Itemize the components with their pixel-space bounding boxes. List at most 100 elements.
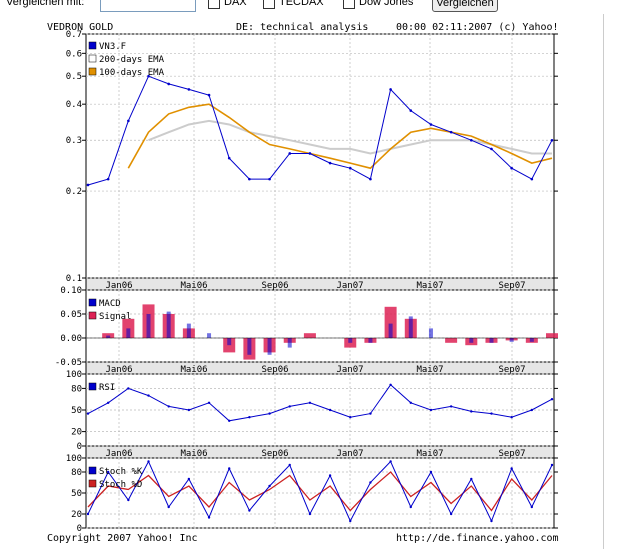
- macd-bar: [445, 338, 458, 343]
- dax-checkbox-label: DAX: [224, 0, 247, 8]
- rsi-point: [550, 398, 554, 401]
- legend-swatch-macd: [88, 298, 97, 307]
- y-tick-label: 0.3: [66, 136, 82, 146]
- y-tick-label: 0: [77, 524, 82, 534]
- price-point: [449, 130, 453, 134]
- x-tick-label: Mai06: [180, 449, 207, 459]
- x-tick-label: Mai07: [416, 281, 443, 291]
- rsi-point: [106, 401, 110, 404]
- price-point: [530, 177, 534, 181]
- series-ema200-line: [148, 119, 552, 155]
- rsi-point: [288, 405, 291, 408]
- rsi-point: [409, 401, 412, 404]
- stoch-legend: Stoch %K Stoch %D: [88, 466, 143, 490]
- dax-checkbox[interactable]: [208, 0, 220, 9]
- x-tick-label: Jan06: [105, 365, 132, 375]
- stoch-k-point: [167, 505, 170, 509]
- dowjones-checkbox[interactable]: [343, 0, 355, 9]
- signal-bar: [227, 338, 232, 346]
- x-axis-band-price: [85, 277, 555, 291]
- rsi-point: [510, 416, 513, 419]
- rsi-point: [530, 408, 534, 412]
- price-point: [207, 93, 211, 97]
- rsi-point: [187, 408, 191, 412]
- price-point: [187, 88, 191, 91]
- legend-swatch-signal: [88, 311, 97, 320]
- stoch-k-point: [349, 519, 352, 523]
- x-tick-label: Mai06: [180, 281, 207, 291]
- y-tick-label: 20: [71, 428, 82, 438]
- chart-timestamp: 00:00 02:11:2007 (c) Yahoo!: [396, 22, 559, 33]
- rsi-point: [86, 412, 90, 415]
- stoch-k-point: [207, 516, 211, 519]
- signal-bar: [287, 338, 292, 348]
- y-tick-label: 100: [66, 454, 82, 464]
- stoch-k-point: [429, 470, 433, 474]
- compare-button[interactable]: Vergleichen: [432, 0, 498, 12]
- x-tick-label: Jan07: [336, 449, 363, 459]
- signal-bar: [106, 335, 111, 338]
- price-point: [147, 74, 150, 78]
- stoch-k-point: [106, 470, 110, 474]
- x-axis-band-rsi: [85, 445, 555, 459]
- y-tick-label: 80: [71, 384, 82, 394]
- legend-swatch-stoch-d: [88, 479, 97, 488]
- signal-bar: [489, 338, 494, 343]
- price-point: [308, 152, 312, 155]
- stoch-k-point: [510, 467, 513, 470]
- signal-bar: [348, 338, 353, 343]
- x-tick-label: Jan07: [336, 281, 363, 291]
- tecdax-checkbox[interactable]: [263, 0, 275, 9]
- rsi-point: [248, 416, 251, 419]
- stoch-k-point: [550, 463, 554, 467]
- legend-stoch-k-label: Stoch %K: [99, 467, 143, 477]
- footer-copyright: Copyright 2007 Yahoo! Inc: [47, 533, 198, 544]
- signal-bar: [509, 338, 514, 342]
- panel-frame-macd: [85, 289, 555, 363]
- stoch-k-point: [530, 505, 534, 509]
- x-tick-label: Sep06: [261, 449, 288, 459]
- price-point: [106, 177, 110, 181]
- signal-bar: [207, 333, 212, 338]
- compare-toolbar: Vergleichen mit: DAX TECDAX Dow Jones Ve…: [0, 0, 625, 14]
- y-tick-label: 0.2: [66, 187, 82, 197]
- y-tick-label: 0.00: [60, 334, 82, 344]
- stoch-k-point: [308, 512, 312, 516]
- price-point: [86, 183, 90, 187]
- price-point: [227, 156, 231, 160]
- stoch-k-point: [86, 512, 90, 516]
- signal-bar: [186, 323, 191, 338]
- price-point: [389, 88, 392, 91]
- compare-input[interactable]: [100, 0, 196, 12]
- series-stoch-k-line: [87, 460, 553, 523]
- series-price-line: [87, 75, 553, 186]
- price-point: [409, 109, 413, 112]
- rsi-point: [449, 405, 453, 408]
- rsi-point: [268, 412, 271, 415]
- legend-swatch-price: [88, 41, 97, 50]
- x-tick-label: Mai07: [416, 449, 443, 459]
- rsi-point: [228, 419, 231, 422]
- x-tick-label: Sep07: [498, 449, 525, 459]
- x-tick-label: Jan06: [105, 449, 132, 459]
- stoch-k-point: [228, 467, 231, 470]
- y-tick-label: 0.7: [66, 30, 82, 40]
- legend-swatch-stoch-k: [88, 466, 97, 475]
- stoch-k-point: [147, 460, 150, 463]
- chart-subtitle: DE: technical analysis: [236, 22, 368, 33]
- signal-bar: [267, 338, 272, 355]
- signal-bar: [368, 338, 373, 343]
- rsi-point: [429, 408, 433, 412]
- compare-label: Vergleichen mit:: [6, 0, 85, 8]
- dowjones-checkbox-label: Dow Jones: [359, 0, 414, 8]
- stoch-k-point: [409, 505, 412, 509]
- rsi-point: [389, 383, 392, 386]
- legend-macd-label: MACD: [99, 299, 121, 309]
- rsi-point: [127, 387, 130, 390]
- price-point: [490, 147, 493, 151]
- rsi-point: [470, 410, 473, 413]
- macd-bar: [546, 333, 558, 338]
- tecdax-checkbox-label: TECDAX: [279, 0, 324, 8]
- price-point: [167, 82, 170, 86]
